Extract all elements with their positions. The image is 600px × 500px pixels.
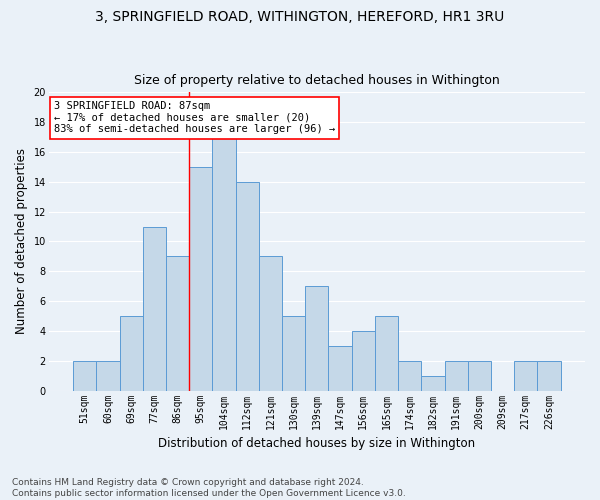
Bar [119,316,143,390]
Bar [445,361,468,390]
Bar [538,361,560,390]
Title: Size of property relative to detached houses in Withington: Size of property relative to detached ho… [134,74,500,87]
Bar [468,361,491,390]
Bar [328,346,352,391]
Bar [236,182,259,390]
Bar [375,316,398,390]
Y-axis label: Number of detached properties: Number of detached properties [15,148,28,334]
Bar [166,256,189,390]
Bar [421,376,445,390]
X-axis label: Distribution of detached houses by size in Withington: Distribution of detached houses by size … [158,437,475,450]
Text: 3, SPRINGFIELD ROAD, WITHINGTON, HEREFORD, HR1 3RU: 3, SPRINGFIELD ROAD, WITHINGTON, HEREFOR… [95,10,505,24]
Bar [97,361,119,390]
Bar [259,256,282,390]
Bar [398,361,421,390]
Bar [282,316,305,390]
Bar [143,226,166,390]
Text: 3 SPRINGFIELD ROAD: 87sqm
← 17% of detached houses are smaller (20)
83% of semi-: 3 SPRINGFIELD ROAD: 87sqm ← 17% of detac… [54,102,335,134]
Bar [212,137,236,390]
Bar [514,361,538,390]
Bar [352,331,375,390]
Bar [73,361,97,390]
Bar [305,286,328,391]
Bar [189,167,212,390]
Text: Contains HM Land Registry data © Crown copyright and database right 2024.
Contai: Contains HM Land Registry data © Crown c… [12,478,406,498]
